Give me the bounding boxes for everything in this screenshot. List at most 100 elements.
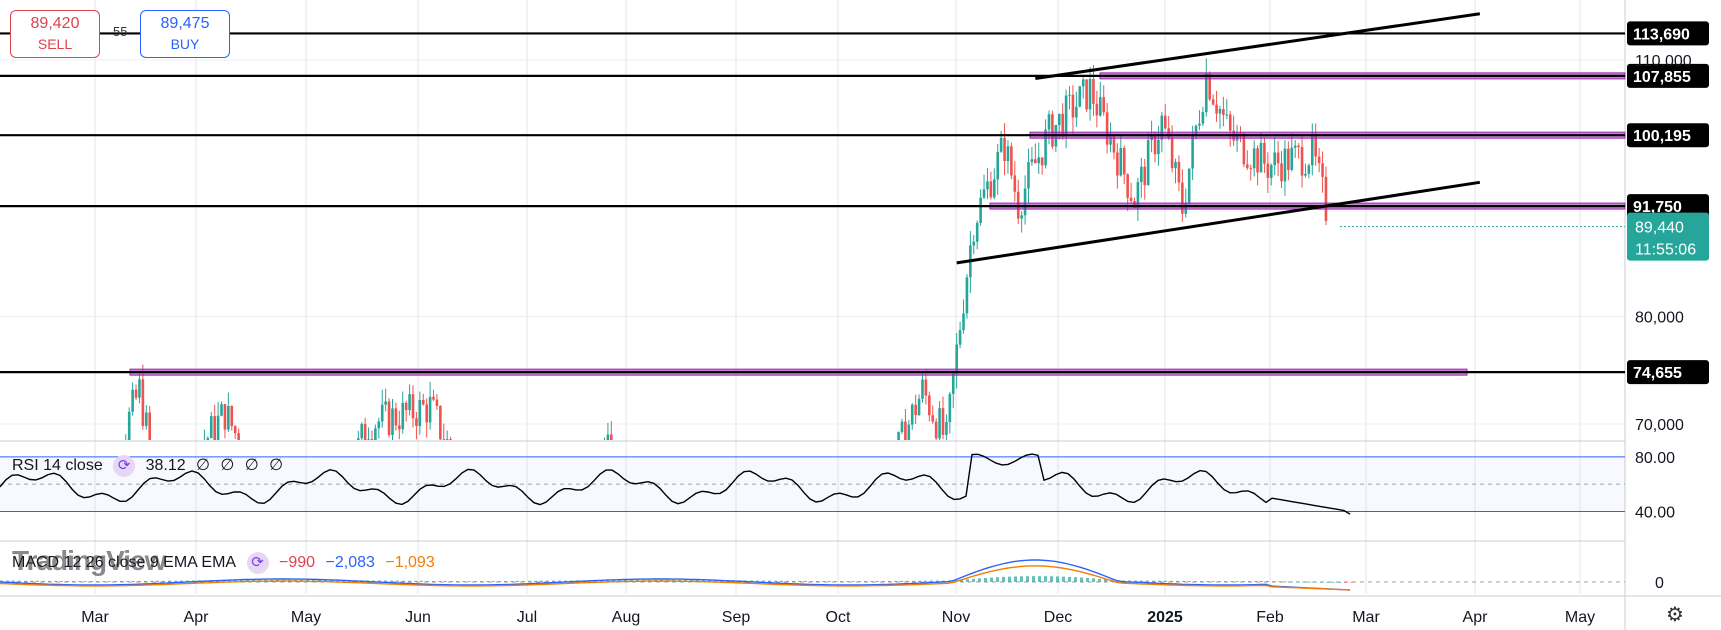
candle-body [910, 404, 914, 425]
candle-body [1174, 161, 1177, 169]
candle-body [1208, 73, 1212, 100]
candle-body [216, 415, 220, 440]
macd-histogram-bar [558, 580, 561, 582]
macd-histogram-bar [834, 581, 837, 582]
macd-histogram-bar [924, 580, 927, 582]
macd-histogram-bar [870, 581, 873, 582]
macd-histogram-bar [1278, 581, 1281, 583]
macd-legend[interactable]: MACD 12 26 close 9 EMA EMA ⟳ −990 −2,083… [12, 552, 441, 574]
candle-body [357, 438, 360, 440]
candle-body [938, 408, 941, 439]
macd-histogram-bar [1284, 581, 1287, 583]
macd-histogram-bar [78, 581, 81, 582]
macd-histogram-bar [1254, 581, 1257, 582]
candle-body [1314, 133, 1318, 157]
candle-body [1273, 152, 1276, 166]
price-level-label: 91,750 [1633, 199, 1682, 216]
candle-body [1098, 97, 1102, 116]
candle-body [1006, 146, 1010, 162]
macd-histogram-bar [1344, 582, 1347, 583]
macd-histogram-bar [978, 578, 981, 582]
macd-histogram-bar [492, 581, 495, 582]
price-axis-tick: 70,000 [1635, 417, 1684, 434]
candle-body [979, 197, 982, 223]
time-axis-tick: Mar [81, 609, 109, 626]
candle-body [415, 418, 418, 426]
candle-body [982, 189, 986, 198]
refresh-icon[interactable]: ⟳ [113, 455, 136, 477]
macd-histogram-bar [336, 580, 339, 582]
macd-histogram-bar [972, 578, 975, 582]
macd-histogram-bar [966, 579, 969, 582]
macd-histogram-bar [1170, 580, 1173, 582]
macd-histogram-bar [1320, 581, 1323, 583]
macd-histogram-bar [60, 581, 63, 582]
refresh-icon[interactable]: ⟳ [246, 552, 269, 574]
macd-histogram-bar [1134, 580, 1137, 582]
settings-icon[interactable]: ⚙ [1666, 604, 1684, 626]
macd-histogram-bar [816, 581, 819, 582]
candle-body [230, 406, 234, 427]
candle-body [1218, 109, 1222, 114]
macd-histogram-bar [510, 580, 513, 582]
macd-histogram-bar [702, 580, 705, 582]
macd-histogram-bar [840, 581, 843, 582]
macd-histogram-bar [780, 580, 783, 582]
candle-body [442, 439, 446, 440]
sell-button[interactable]: 89,420 SELL [10, 10, 100, 58]
macd-histogram-bar [846, 581, 849, 582]
candle-body [1304, 173, 1307, 176]
macd-histogram-bar [714, 580, 717, 582]
candle-body [134, 389, 138, 398]
macd-histogram-bar [552, 580, 555, 582]
price-level-badge [1627, 123, 1709, 148]
candle-body [951, 373, 955, 394]
rsi-legend[interactable]: RSI 14 close ⟳ 38.12 ∅ ∅ ∅ ∅ [12, 455, 289, 477]
candle-body [206, 438, 210, 440]
candle-body [1023, 188, 1027, 216]
macd-histogram-bar [24, 580, 27, 582]
candle-body [907, 424, 911, 440]
candle-body [380, 404, 384, 422]
macd-histogram-bar [600, 580, 603, 582]
macd-histogram-bar [564, 580, 567, 582]
candle-body [1222, 109, 1225, 115]
candle-body [1242, 133, 1246, 165]
candle-body [131, 389, 134, 412]
candle-body [945, 422, 948, 435]
macd-histogram-bar [378, 580, 381, 582]
macd-histogram-bar [606, 580, 609, 582]
macd-histogram-bar [186, 580, 189, 582]
candle-body [370, 439, 374, 440]
rsi-placeholder-1: ∅ [196, 457, 211, 475]
candle-body [904, 421, 907, 440]
macd-histogram-bar [1218, 581, 1221, 582]
last-price-badge [1627, 212, 1709, 261]
macd-histogram-bar [774, 580, 777, 582]
price-level-badge [1627, 21, 1709, 46]
candle-body [1013, 175, 1017, 192]
candle-body [1146, 140, 1150, 186]
candle-body [928, 395, 931, 416]
buy-button[interactable]: 89,475 BUY [140, 10, 230, 58]
candle-body [1283, 148, 1287, 182]
candle-body [148, 412, 152, 440]
macd-histogram-bar [1194, 581, 1197, 582]
candle-body [411, 394, 415, 419]
candle-body [610, 434, 613, 440]
macd-histogram-bar [102, 581, 105, 582]
candle-body [1064, 95, 1068, 137]
spread-value: 55 [113, 24, 128, 39]
candle-body [223, 404, 227, 430]
macd-histogram-bar [1038, 576, 1041, 582]
candle-body [1051, 114, 1054, 147]
sell-label: SELL [37, 36, 73, 52]
macd-histogram-bar [222, 580, 225, 582]
candle-body [1324, 176, 1328, 221]
macd-histogram-bar [882, 581, 885, 582]
macd-histogram-bar [504, 581, 507, 582]
candle-body [1095, 103, 1099, 116]
candle-body [445, 439, 449, 440]
rsi-axis-tick: 80.00 [1635, 450, 1675, 467]
